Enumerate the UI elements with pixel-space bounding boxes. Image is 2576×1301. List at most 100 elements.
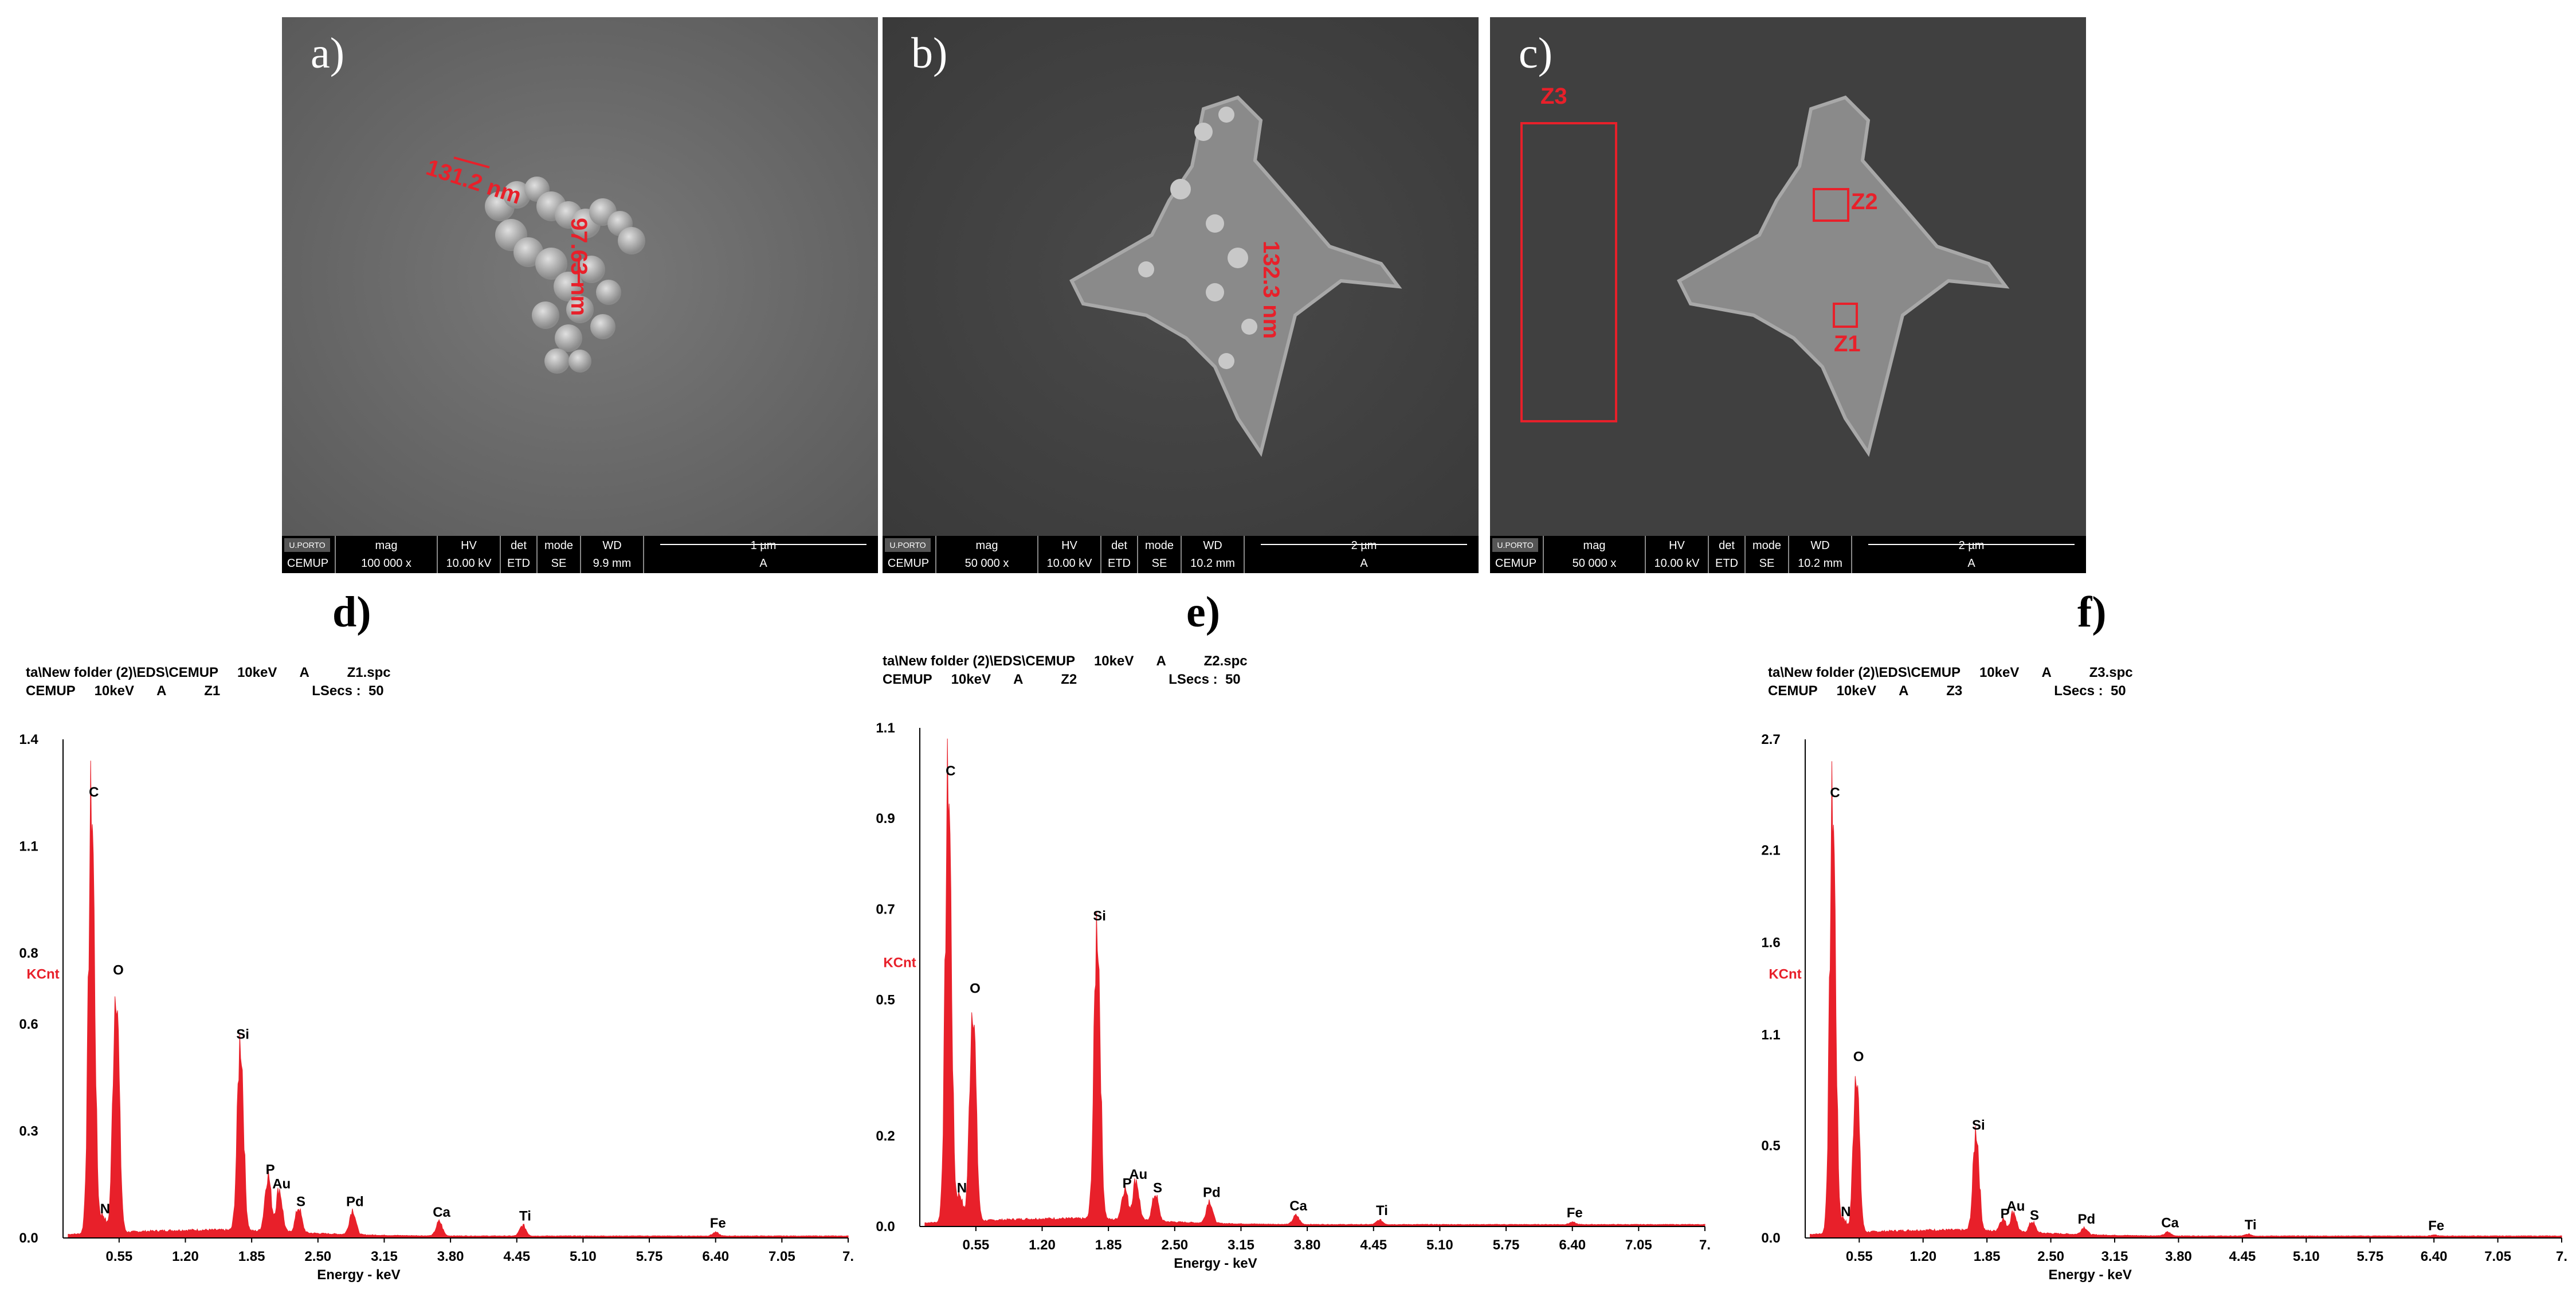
peak-label: Si xyxy=(236,1026,249,1042)
x-tick-label: 1.20 xyxy=(1910,1249,1936,1264)
y-tick-label: 1.1 xyxy=(19,838,38,854)
sem-image-b: b) 132.3 nm U.PORTO CEMUP mag 50 000 x H… xyxy=(883,17,1479,573)
mag-label: mag xyxy=(1583,539,1606,552)
peak-label: Pd xyxy=(1203,1185,1221,1200)
peak-label: O xyxy=(1853,1049,1864,1065)
peak-label: O xyxy=(970,981,981,997)
scale-label: 1 µm xyxy=(750,539,777,552)
zone-label: Z1 xyxy=(1834,331,1861,356)
y-tick-label: 0.0 xyxy=(876,1219,895,1235)
y-tick-label: 1.6 xyxy=(1761,935,1780,950)
peak-label: Au xyxy=(2006,1199,2025,1214)
mag-value: 50 000 x xyxy=(1572,557,1617,570)
peak-label: N xyxy=(957,1181,967,1196)
peak-label: P xyxy=(2001,1206,2010,1221)
y-tick-label: 0.0 xyxy=(19,1231,38,1246)
x-tick-label: 3.15 xyxy=(2101,1249,2128,1264)
x-tick-label: 1.20 xyxy=(172,1249,199,1264)
wd-label: WD xyxy=(1203,539,1222,552)
sem-micrograph-b xyxy=(883,17,1479,536)
hv-value: 10.00 kV xyxy=(1654,557,1700,570)
peak-label: P xyxy=(266,1162,275,1178)
spectrum-area xyxy=(1810,761,2562,1239)
logo: U.PORTO xyxy=(1492,538,1538,552)
y-tick-label: 0.5 xyxy=(1761,1138,1780,1154)
scale-bar xyxy=(660,544,866,545)
y-tick-label: 0.3 xyxy=(19,1124,38,1139)
peak-label: Ca xyxy=(1289,1198,1307,1214)
spectrum-area xyxy=(924,738,1705,1227)
peak-label: Au xyxy=(272,1176,291,1192)
x-tick-label: 3.15 xyxy=(1228,1237,1254,1253)
spectrum-header-line1: ta\New folder (2)\EDS\CEMUP 10keV A Z3.s… xyxy=(1768,665,2133,680)
scale-sub: A xyxy=(759,557,767,570)
x-axis-label: Energy - keV xyxy=(1174,1256,1257,1271)
det-value: ETD xyxy=(507,557,530,570)
det-label: det xyxy=(511,539,527,552)
sem-panel-letter: a) xyxy=(311,29,345,77)
peak-label: Fe xyxy=(710,1216,726,1231)
sem-info-bar: U.PORTO CEMUP mag 100 000 x HV 10.00 kV … xyxy=(282,536,878,573)
peak-label: Ca xyxy=(2161,1216,2179,1231)
peak-label: Pd xyxy=(2078,1212,2096,1227)
mode-value: SE xyxy=(1151,557,1167,570)
x-tick-label: 4.45 xyxy=(2229,1249,2256,1264)
peak-label: Si xyxy=(1972,1118,1985,1133)
y-tick-label: 0.0 xyxy=(1761,1231,1780,1246)
mode-value: SE xyxy=(1759,557,1775,570)
x-tick-label: 5.10 xyxy=(1426,1237,1453,1253)
wd-value: 10.2 mm xyxy=(1190,557,1235,570)
scale-sub: A xyxy=(1967,557,1975,570)
x-tick-label: 4.45 xyxy=(1360,1237,1387,1253)
eds-spectrum-e: ta\New folder (2)\EDS\CEMUP 10keV A Z2.s… xyxy=(857,653,1716,1301)
mode-label: mode xyxy=(1144,539,1174,552)
peak-label: C xyxy=(89,785,99,800)
chart-panel-letter: f) xyxy=(2077,588,2107,636)
x-tick-label: 5.75 xyxy=(2357,1249,2383,1264)
y-tick-label: 0.9 xyxy=(876,811,895,826)
hv-label: HV xyxy=(461,539,477,552)
peak-label: Au xyxy=(1129,1167,1147,1182)
x-tick-label: 1.85 xyxy=(1095,1237,1122,1253)
mag-label: mag xyxy=(975,539,998,552)
y-tick-label: 0.2 xyxy=(876,1128,895,1144)
x-tick-label: 7.05 xyxy=(2484,1249,2511,1264)
x-tick-label: 2.50 xyxy=(2037,1249,2064,1264)
zone-label: Z3 xyxy=(1540,84,1567,109)
chart-panel-letter: e) xyxy=(1186,588,1221,636)
x-tick-label: 1.85 xyxy=(238,1249,265,1264)
x-tick-label: 0.55 xyxy=(1846,1249,1873,1264)
x-tick-label: 5.10 xyxy=(570,1249,597,1264)
logo: U.PORTO xyxy=(284,538,330,552)
spectrum-header-line1: ta\New folder (2)\EDS\CEMUP 10keV A Z1.s… xyxy=(26,665,391,680)
mag-value: 100 000 x xyxy=(361,557,411,570)
peak-label: Ti xyxy=(2245,1217,2257,1233)
peak-label: N xyxy=(100,1201,110,1217)
logo: U.PORTO xyxy=(885,538,931,552)
zone-label: Z2 xyxy=(1851,189,1878,214)
peak-label: C xyxy=(1830,785,1840,801)
sem-image-a: a) 131.2 nm 97.63 nm U.PORTO CEMUP mag 1… xyxy=(282,17,878,573)
peak-label: Ti xyxy=(519,1208,531,1224)
y-axis-label: KCnt xyxy=(883,955,916,971)
x-tick-label: 3.80 xyxy=(1294,1237,1321,1253)
hv-label: HV xyxy=(1669,539,1685,552)
peak-label: O xyxy=(113,963,124,978)
y-tick-label: 0.8 xyxy=(19,946,38,961)
sem-panel-letter: b) xyxy=(911,29,948,77)
x-tick-label: 1.20 xyxy=(1029,1237,1056,1253)
x-tick-label: 7. xyxy=(1699,1237,1711,1253)
spectrum-plot: 2.7 2.1 1.6 1.1 0.5 0.0 KCnt 0.55 1.20 1.85 2.50 3.… xyxy=(1761,732,2567,1283)
peak-label: S xyxy=(1153,1181,1162,1196)
logo-text: CEMUP xyxy=(887,557,930,570)
x-tick-label: 2.50 xyxy=(1161,1237,1188,1253)
x-axis-label: Energy - keV xyxy=(317,1267,400,1283)
x-tick-label: 5.10 xyxy=(2293,1249,2320,1264)
x-tick-label: 3.15 xyxy=(371,1249,398,1264)
y-tick-label: 0.6 xyxy=(19,1017,38,1032)
x-tick-label: 6.40 xyxy=(1559,1237,1586,1253)
scale-label: 2 µm xyxy=(1958,539,1985,552)
peak-label: Ti xyxy=(1376,1203,1388,1218)
measurement-label: 132.3 nm xyxy=(1258,241,1284,339)
mode-label: mode xyxy=(544,539,574,552)
